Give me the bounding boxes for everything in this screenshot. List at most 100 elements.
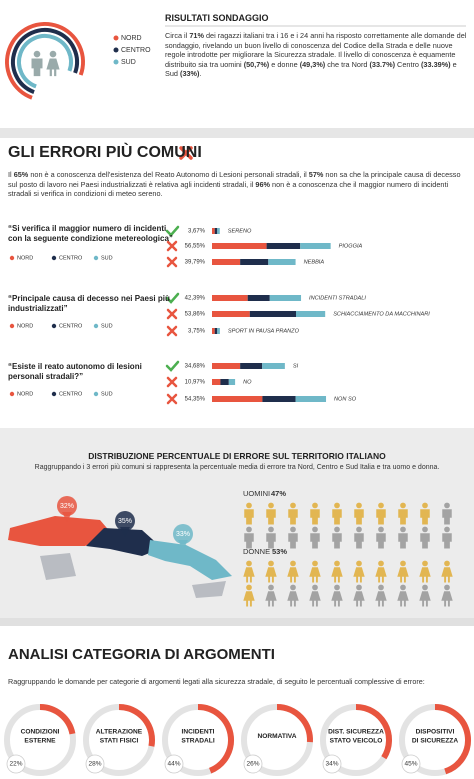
icon-head xyxy=(378,526,384,533)
legend-label: CENTRO xyxy=(121,47,151,54)
person-icon xyxy=(266,526,276,549)
map-region xyxy=(148,540,232,580)
category-value: 45% xyxy=(404,761,417,768)
bar-segment xyxy=(212,379,221,385)
person-icon xyxy=(288,526,298,549)
value-label: 53,86% xyxy=(185,312,206,318)
question: “Principale causa di decesso nei Paesi p… xyxy=(8,294,170,313)
person-icon xyxy=(441,584,453,607)
legend-label: NORD xyxy=(17,255,33,261)
legend-label: CENTRO xyxy=(59,323,83,329)
value-label: 3,75% xyxy=(188,329,206,335)
icon-body xyxy=(354,533,364,549)
text-run: Il xyxy=(8,170,14,179)
text-run: 96% xyxy=(255,179,271,189)
value-label: 56,55% xyxy=(185,244,206,250)
answer-label: NEBBIA xyxy=(304,259,325,265)
person-icon xyxy=(309,584,321,607)
icon-body xyxy=(441,567,453,583)
text-run: Centro xyxy=(395,59,421,69)
legend-label: CENTRO xyxy=(59,255,83,261)
legend-label: SUD xyxy=(101,391,113,397)
person-icon xyxy=(353,560,365,583)
answer-label: INCIDENTI STRADALI xyxy=(309,295,366,301)
legend-dot xyxy=(51,323,57,329)
icon-body xyxy=(419,591,431,607)
icon-body xyxy=(31,58,43,77)
legend-label: SUD xyxy=(101,255,113,261)
bar-segment xyxy=(212,243,267,249)
person-icon xyxy=(420,502,430,525)
survey-text: Circa il 71% dei ragazzi italiani tra i … xyxy=(165,31,467,79)
icon-body xyxy=(244,533,254,549)
icon-body xyxy=(397,591,409,607)
person-icon xyxy=(244,502,254,525)
person-icon xyxy=(331,584,343,607)
icon-head xyxy=(334,526,340,533)
person-icon xyxy=(31,50,43,77)
icon-head xyxy=(422,502,428,509)
person-icon xyxy=(398,502,408,525)
answer-label: SI xyxy=(293,363,299,369)
icon-body xyxy=(376,509,386,525)
icon-body xyxy=(287,567,299,583)
errors-text: Il 65% non è a conoscenza dell'esistenza… xyxy=(8,170,468,199)
icon-body xyxy=(288,533,298,549)
icon-head xyxy=(356,560,362,567)
icon-body xyxy=(375,567,387,583)
answer-label: SERENO xyxy=(228,228,252,234)
bar-segment xyxy=(212,363,241,369)
icon-head xyxy=(246,584,252,591)
icon-head xyxy=(246,502,252,509)
category-label: STATI FISICI xyxy=(100,737,139,744)
donut-arc xyxy=(276,704,313,743)
icon-body xyxy=(376,533,386,549)
category-label: DISPOSITIVI xyxy=(416,728,455,735)
map-region xyxy=(40,553,76,580)
person-icon xyxy=(354,502,364,525)
icon-head xyxy=(312,526,318,533)
text-run: e donne xyxy=(269,59,300,69)
bar-segment xyxy=(212,396,263,402)
category-label: NORMATIVA xyxy=(258,733,297,740)
icon-head xyxy=(444,502,450,509)
text-run: che tra Nord xyxy=(325,59,370,69)
icon-body xyxy=(309,567,321,583)
text-run: 65% xyxy=(13,170,29,179)
pin xyxy=(115,511,135,531)
check-icon xyxy=(165,292,180,304)
donut-arc xyxy=(434,704,471,775)
person-icon xyxy=(419,560,431,583)
icon-body xyxy=(397,567,409,583)
answer-label: SCHIACCIAMENTO DA MACCHINARI xyxy=(333,311,430,317)
legend-dot xyxy=(51,391,57,397)
person-icon xyxy=(441,560,453,583)
person-icon xyxy=(287,560,299,583)
icon-body xyxy=(398,509,408,525)
text-run: (33%) xyxy=(180,69,200,79)
legend-dot xyxy=(9,391,15,397)
bar-segment xyxy=(217,328,220,334)
legend-label: NORD xyxy=(17,391,33,397)
icon-body xyxy=(266,533,276,549)
person-icon xyxy=(354,526,364,549)
category-label: ESTERNE xyxy=(24,737,56,744)
bar-segment xyxy=(296,311,326,317)
bar-segment xyxy=(212,328,215,334)
icon-head xyxy=(33,50,41,58)
pin xyxy=(173,524,193,544)
person-icon xyxy=(309,560,321,583)
icon-head xyxy=(246,560,252,567)
icon-body xyxy=(46,58,60,77)
value-label: 10,97% xyxy=(185,380,206,386)
bar-segment xyxy=(220,379,229,385)
text-run: 57% xyxy=(308,170,324,179)
pin-label: 35% xyxy=(118,518,132,525)
ring xyxy=(17,34,73,89)
legend-dot xyxy=(113,35,119,41)
person-icon xyxy=(420,526,430,549)
legend-dot xyxy=(51,255,57,261)
category-label: DIST. SICUREZZA xyxy=(328,728,384,735)
person-icon xyxy=(46,50,60,77)
check-icon xyxy=(165,360,180,372)
